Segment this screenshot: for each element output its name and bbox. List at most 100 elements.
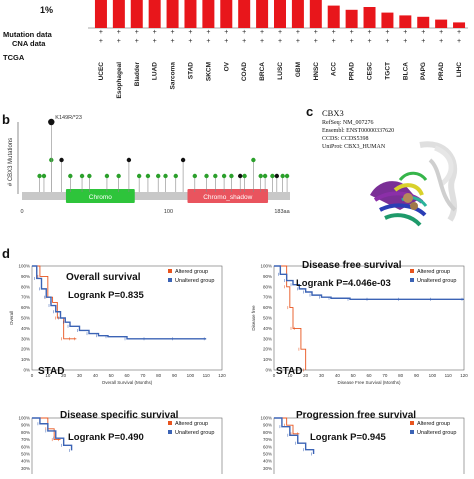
lollipop-head	[126, 157, 132, 163]
cna-data-mark: +	[457, 38, 461, 45]
cancer-tick-label: Sarcoma	[170, 62, 177, 90]
lollipop-head	[284, 173, 290, 179]
curve-unaltered	[32, 265, 207, 340]
bar-segment	[94, 0, 107, 28]
mutation-data-mark: +	[260, 29, 264, 36]
cancer-tick-label: LUAD	[152, 62, 159, 80]
bar-segment	[417, 16, 430, 28]
bar-segment	[220, 0, 233, 28]
lollipop-head	[192, 173, 198, 179]
y-tick-label: 70%	[263, 295, 272, 300]
cna-data-mark: +	[385, 38, 389, 45]
y-tick-label: 60%	[21, 444, 30, 449]
cna-data-mark: +	[314, 38, 318, 45]
domain-chromo-shadow	[187, 189, 269, 203]
gene-uniprot: UniProt: CBX3_HUMAN	[322, 144, 386, 150]
y-tick-label: 90%	[21, 423, 30, 428]
x-tick-label: 60	[366, 373, 372, 378]
bar-segment	[363, 7, 376, 28]
mutation-data-mark: +	[188, 29, 192, 36]
mutation-data-mark: +	[278, 29, 282, 36]
logrank-stat: Logrank P=0.945	[310, 432, 386, 443]
lollipop-head	[136, 173, 142, 179]
y-tick-label: 80%	[21, 284, 30, 289]
mutation-data-mark: +	[439, 29, 443, 36]
lollipop-head	[213, 173, 218, 179]
y-tick-label: 100%	[18, 416, 30, 421]
mutation-data-mark: +	[171, 29, 175, 36]
legend-unaltered: Unaltered group	[168, 429, 214, 438]
y-tick-label: 80%	[21, 430, 30, 435]
x-tick-label: 90	[414, 373, 420, 378]
legend: Altered group Unaltered group	[168, 268, 214, 286]
bar-segment	[256, 0, 269, 28]
cna-data-mark: +	[206, 38, 210, 45]
plot-title: Disease specific survival	[60, 410, 179, 421]
x-tick-label: 20	[61, 373, 67, 378]
lollipop-head	[242, 173, 247, 179]
y-tick-label: 30%	[21, 466, 30, 471]
lollipop-head	[68, 173, 73, 179]
survival-plot-disease-specific: 100%90%80%70%60%50%40%30%20%10%0% Diseas…	[8, 410, 230, 479]
y-tick-label: 20%	[21, 347, 30, 352]
x-tick-label: 183aa	[274, 209, 290, 215]
mutation-data-mark: +	[117, 29, 121, 36]
mutation-data-mark: +	[224, 29, 228, 36]
cancer-tick-label: SKCM	[205, 62, 212, 81]
lollipop-head	[262, 173, 268, 179]
bar-segment	[399, 15, 412, 28]
y-tick-label: 40%	[21, 459, 30, 464]
y-tick-label: 60%	[263, 305, 272, 310]
cancer-tick-label: Bladder	[134, 62, 141, 87]
cna-data-mark: +	[224, 38, 228, 45]
x-tick-label: 0	[273, 373, 276, 378]
panel-a-bar-chart: + + UCEC + + Esophageal + + Bladder + + LUAD + + Sarco…	[88, 0, 468, 98]
curve-altered	[274, 265, 307, 370]
bar-segment	[130, 0, 143, 28]
gene-refseq: RefSeq: NM_007276	[322, 120, 374, 126]
lollipop-head	[116, 173, 121, 179]
cna-data-mark: +	[188, 38, 192, 45]
x-tick-label: 120	[218, 373, 226, 378]
lollipop-head	[204, 173, 209, 179]
cna-data-mark: +	[117, 38, 121, 45]
row-label-mutation: Mutation data	[3, 30, 52, 39]
bar-segment	[345, 9, 358, 29]
cancer-tick-label: OV	[223, 61, 230, 71]
x-tick-label: 50	[351, 373, 357, 378]
x-tick-label: 60	[124, 373, 130, 378]
survival-plot-progression-free: 100%90%80%70%60%50%40%30%20%10%0% Progre…	[250, 410, 472, 479]
plot-title: Disease free survival	[302, 260, 402, 271]
cancer-tick-label: BRCA	[259, 62, 266, 81]
logrank-stat: Logrank P=0.490	[68, 432, 144, 443]
cancer-tick-label: TGCT	[384, 62, 391, 80]
cancer-tick-label: LIHC	[456, 62, 463, 77]
curve-unaltered	[274, 417, 315, 454]
cohort-label: STAD	[38, 366, 65, 377]
y-tick-label: 20%	[263, 347, 272, 352]
curve-altered	[274, 417, 300, 435]
lollipop-head	[258, 173, 263, 179]
y-tick-label: 100%	[260, 264, 272, 269]
y-tick-label: 50%	[263, 452, 272, 457]
lollipop-head	[155, 173, 161, 179]
lollipop-head	[104, 173, 110, 179]
legend-altered: Altered group	[410, 268, 456, 277]
y-tick-label: 50%	[21, 452, 30, 457]
survival-plot-disease-free: 100% 90% 80% 70% 60% 50% 40% 30% 20% 10% 0% 0 10 20 30…	[250, 258, 472, 388]
domain-chromo-label: Chromo	[89, 194, 113, 201]
bar-segment	[202, 0, 215, 28]
x-tick-label: 10	[45, 373, 51, 378]
cohort-label: STAD	[276, 366, 303, 377]
x-tick-label: 100	[187, 373, 195, 378]
cancer-tick-label: COAD	[241, 62, 248, 81]
protein-structure-image	[370, 141, 458, 227]
mutation-data-mark: +	[421, 29, 425, 36]
y-tick-label: 70%	[21, 295, 30, 300]
x-tick-label: 90	[172, 373, 178, 378]
cancer-tick-label: HNSC	[313, 62, 320, 81]
mutation-data-mark: +	[135, 29, 139, 36]
y-axis-label: Disease free	[251, 305, 256, 331]
x-tick-label: 70	[140, 373, 146, 378]
lollipop-head	[163, 173, 168, 179]
